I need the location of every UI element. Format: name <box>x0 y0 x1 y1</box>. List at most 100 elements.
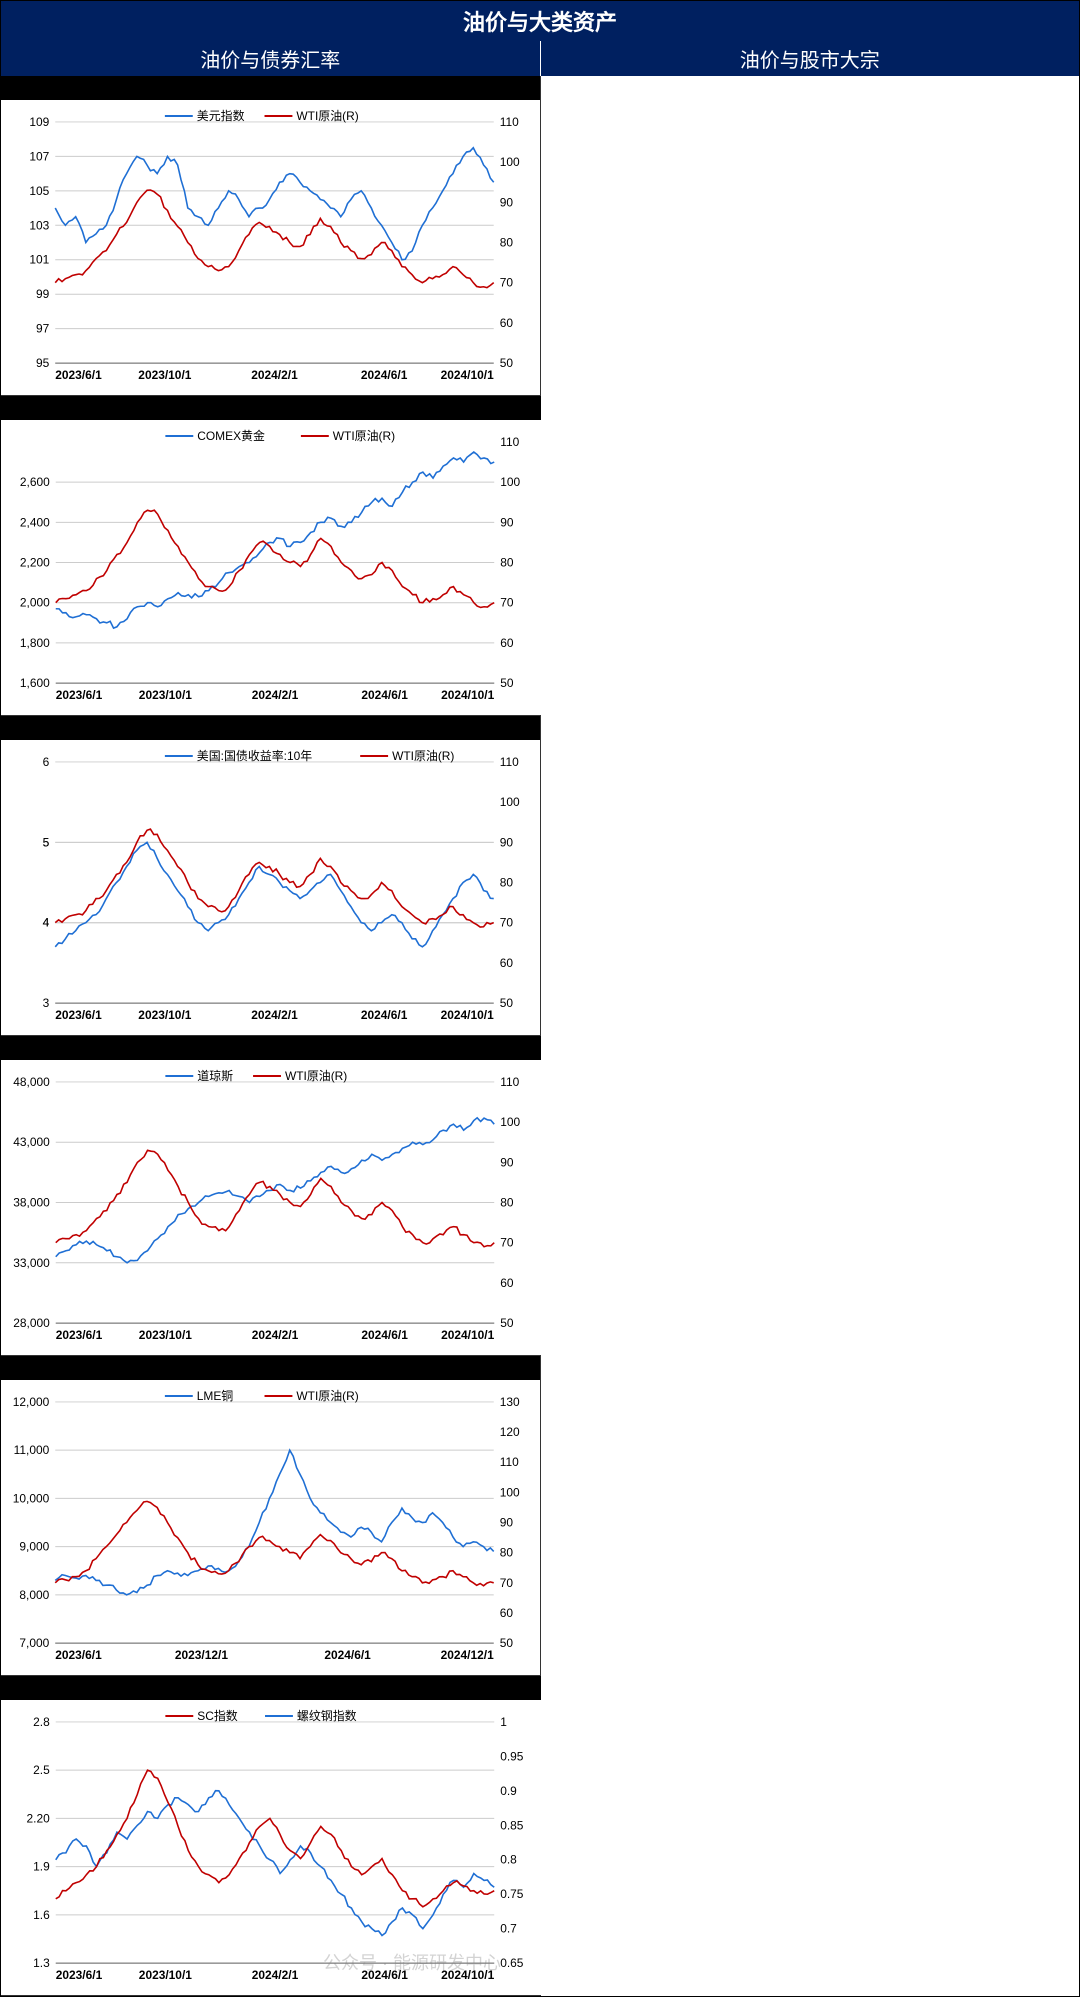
svg-text:8,000: 8,000 <box>19 1588 49 1602</box>
dashboard-container: 油价与大类资产 油价与债券汇率 油价与股市大宗 9597991011031051… <box>0 0 1080 1997</box>
chart-svg-c4: 28,00033,00038,00043,00048,0005060708090… <box>5 1064 537 1351</box>
svg-text:2024/6/1: 2024/6/1 <box>361 688 408 702</box>
svg-text:2024/2/1: 2024/2/1 <box>252 1968 299 1982</box>
svg-text:60: 60 <box>500 956 514 970</box>
svg-text:50: 50 <box>500 1636 514 1650</box>
svg-text:12,000: 12,000 <box>13 1395 50 1409</box>
chart-cell-c3: 34455650607080901001102023/6/12023/10/12… <box>1 716 541 1036</box>
svg-text:110: 110 <box>500 755 519 769</box>
svg-text:2024/6/1: 2024/6/1 <box>361 1968 408 1982</box>
svg-text:60: 60 <box>500 1606 514 1620</box>
svg-text:109: 109 <box>29 115 49 129</box>
chart-svg-c6: 1.31.61.92.202.52.80.650.70.750.80.850.9… <box>5 1704 537 1991</box>
svg-text:2023/6/1: 2023/6/1 <box>56 688 103 702</box>
svg-text:2024/6/1: 2024/6/1 <box>361 368 408 382</box>
svg-text:1,600: 1,600 <box>20 676 50 690</box>
svg-text:43,000: 43,000 <box>13 1135 50 1149</box>
svg-text:2.8: 2.8 <box>33 1715 50 1729</box>
svg-text:70: 70 <box>500 596 514 610</box>
chart-cell-c2: 1,6001,8002,0002,2002,4002,6005060708090… <box>1 396 541 716</box>
svg-text:107: 107 <box>29 149 49 163</box>
svg-text:2,200: 2,200 <box>20 556 50 570</box>
svg-text:2024/10/1: 2024/10/1 <box>441 1008 494 1022</box>
legend-label: LME铜 <box>197 1388 234 1403</box>
svg-text:80: 80 <box>500 556 514 570</box>
svg-text:1.6: 1.6 <box>33 1908 50 1922</box>
svg-text:70: 70 <box>500 276 514 290</box>
chart-cell-c6: 1.31.61.92.202.52.80.650.70.750.80.850.9… <box>1 1676 541 1996</box>
svg-text:2023/6/1: 2023/6/1 <box>55 1008 102 1022</box>
svg-text:2023/6/1: 2023/6/1 <box>56 1968 103 1982</box>
legend-label: WTI原油(R) <box>333 429 395 443</box>
svg-text:130: 130 <box>500 1395 520 1409</box>
svg-text:1.3: 1.3 <box>33 1956 50 1970</box>
svg-text:90: 90 <box>500 515 514 529</box>
svg-text:2023/10/1: 2023/10/1 <box>139 1328 192 1342</box>
svg-text:100: 100 <box>500 475 520 489</box>
chart-svg-c2: 1,6001,8002,0002,2002,4002,6005060708090… <box>5 424 537 711</box>
svg-text:80: 80 <box>500 236 514 250</box>
svg-text:110: 110 <box>500 1075 519 1089</box>
svg-text:70: 70 <box>500 1236 514 1250</box>
svg-text:103: 103 <box>29 218 49 232</box>
svg-text:90: 90 <box>500 1516 514 1530</box>
svg-text:80: 80 <box>500 1196 514 1210</box>
chart-svg-c3: 34455650607080901001102023/6/12023/10/12… <box>5 744 536 1031</box>
svg-text:1,800: 1,800 <box>20 636 50 650</box>
legend-label: WTI原油(R) <box>296 109 358 123</box>
svg-text:48,000: 48,000 <box>13 1075 50 1089</box>
legend-label: WTI原油(R) <box>285 1069 347 1083</box>
svg-text:120: 120 <box>500 1425 520 1439</box>
svg-text:28,000: 28,000 <box>13 1316 50 1330</box>
svg-text:2.5: 2.5 <box>33 1763 50 1777</box>
svg-text:1: 1 <box>500 1715 507 1729</box>
svg-text:0.65: 0.65 <box>500 1956 524 1970</box>
svg-text:50: 50 <box>500 676 514 690</box>
main-title: 油价与大类资产 <box>1 1 1079 41</box>
line-red <box>56 1150 494 1246</box>
svg-text:90: 90 <box>500 1155 514 1169</box>
chart-cell-c1: 9597991011031051071095060708090100110202… <box>1 76 541 396</box>
svg-text:1.9: 1.9 <box>33 1860 50 1874</box>
svg-text:2024/2/1: 2024/2/1 <box>251 1008 298 1022</box>
spacer-bar <box>1 1356 540 1380</box>
svg-text:2024/10/1: 2024/10/1 <box>441 688 494 702</box>
svg-text:80: 80 <box>500 876 514 890</box>
svg-text:3: 3 <box>43 996 50 1010</box>
svg-text:110: 110 <box>500 115 519 129</box>
svg-text:50: 50 <box>500 1316 514 1330</box>
svg-text:2023/6/1: 2023/6/1 <box>55 368 102 382</box>
svg-text:7,000: 7,000 <box>19 1636 49 1650</box>
spacer-bar <box>1 1036 541 1060</box>
line-red <box>56 510 494 607</box>
svg-text:2023/12/1: 2023/12/1 <box>175 1648 228 1662</box>
line-red <box>56 1770 494 1907</box>
legend-label: 道琼斯 <box>197 1068 233 1083</box>
spacer-bar <box>1 1676 541 1700</box>
svg-text:80: 80 <box>500 1546 514 1560</box>
svg-text:2024/10/1: 2024/10/1 <box>441 1328 494 1342</box>
svg-text:0.95: 0.95 <box>500 1749 524 1763</box>
svg-text:2.20: 2.20 <box>27 1811 51 1825</box>
svg-text:2024/6/1: 2024/6/1 <box>361 1008 408 1022</box>
svg-text:38,000: 38,000 <box>13 1196 50 1210</box>
svg-text:2023/6/1: 2023/6/1 <box>55 1648 102 1662</box>
chart-cell-c5: 7,0008,0009,00010,00011,00012,0005060708… <box>1 1356 541 1676</box>
svg-text:90: 90 <box>500 195 514 209</box>
svg-text:2,000: 2,000 <box>20 596 50 610</box>
chart-cell-c4: 28,00033,00038,00043,00048,0005060708090… <box>1 1036 541 1356</box>
svg-text:97: 97 <box>36 322 50 336</box>
legend-label: COMEX黄金 <box>197 428 265 443</box>
svg-text:33,000: 33,000 <box>13 1256 50 1270</box>
line-blue <box>55 1450 493 1595</box>
svg-text:90: 90 <box>500 835 514 849</box>
spacer-bar <box>1 396 541 420</box>
line-blue <box>56 1791 494 1936</box>
svg-text:2023/10/1: 2023/10/1 <box>138 1008 191 1022</box>
spacer-bar <box>1 76 540 100</box>
svg-text:100: 100 <box>500 795 520 809</box>
svg-text:2023/10/1: 2023/10/1 <box>139 1968 192 1982</box>
line-red <box>55 1501 493 1585</box>
svg-text:10,000: 10,000 <box>13 1491 50 1505</box>
svg-text:101: 101 <box>29 253 49 267</box>
